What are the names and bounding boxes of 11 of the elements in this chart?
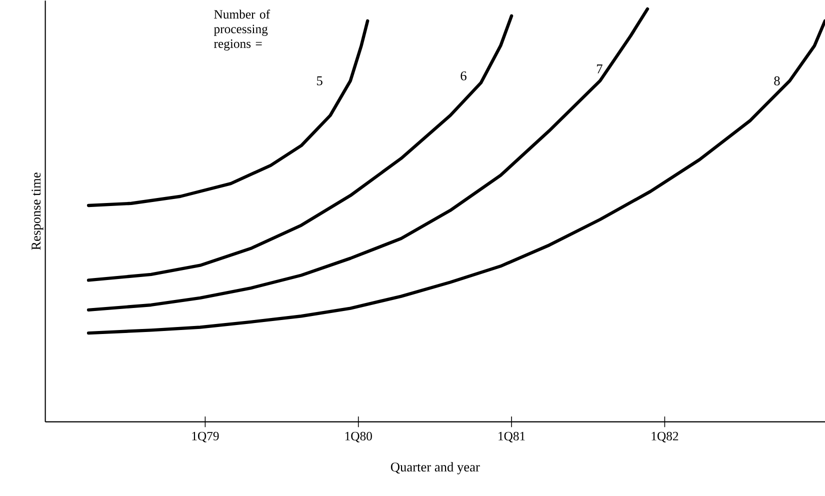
x-tick-label: 1Q80	[345, 432, 372, 442]
y-axis-title: Response time	[32, 172, 44, 250]
annotation: Number of processing regions =	[214, 10, 270, 51]
x-axis-title: Quarter and year	[390, 462, 480, 474]
series-label: 6	[460, 72, 466, 80]
x-tick-label: 1Q81	[498, 432, 525, 442]
series-label: 5	[317, 76, 322, 86]
series-label: 7	[597, 64, 602, 74]
series-label: 8	[774, 76, 780, 86]
x-tick-label: 1Q79	[192, 432, 219, 442]
x-tick-label: 1Q82	[652, 432, 678, 442]
